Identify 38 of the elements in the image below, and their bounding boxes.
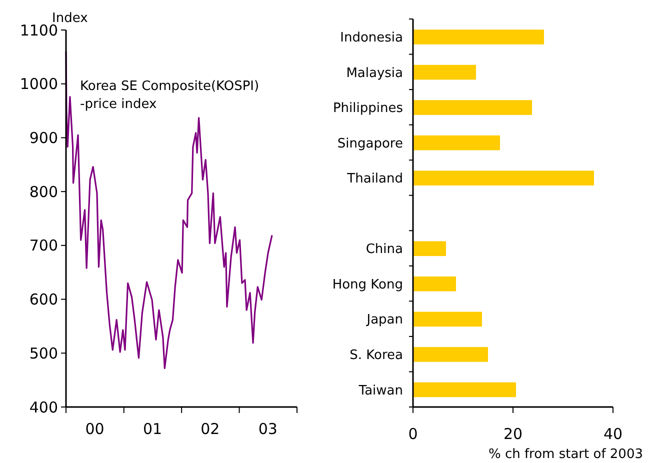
- y-tick-label: Hong Kong: [332, 277, 403, 292]
- bar: [413, 312, 482, 327]
- bar: [413, 100, 532, 115]
- y-tick-label: 600: [29, 290, 58, 309]
- annotation: Korea SE Composite(KOSPI) -price index: [80, 79, 260, 112]
- y-tick-label: 800: [29, 182, 58, 201]
- x-tick-label: 40: [603, 425, 623, 443]
- y-tick-label: Malaysia: [346, 66, 403, 81]
- y-tick-label: 900: [29, 128, 58, 147]
- y-tick-label: 1000: [20, 75, 58, 94]
- x-tick-label: 01: [142, 420, 162, 438]
- bar: [413, 135, 500, 150]
- x-tick-label: 03: [258, 420, 278, 438]
- y-tick-label: 400: [29, 398, 58, 416]
- bar: [413, 241, 446, 256]
- y-tick-label: Philippines: [332, 101, 404, 116]
- y-tick-label: Taiwan: [358, 383, 403, 398]
- x-tick-label: 0: [408, 425, 418, 443]
- y-tick-label: 500: [29, 344, 58, 362]
- y-tick-label: Japan: [366, 312, 403, 328]
- x-tick-label: 02: [200, 420, 220, 438]
- y-tick-label: China: [366, 242, 403, 258]
- bar: [413, 64, 476, 80]
- y-tick-label: Singapore: [337, 136, 403, 152]
- x-tick-label: 20: [503, 425, 523, 443]
- bar: [413, 276, 456, 292]
- bar: [413, 347, 488, 362]
- y-tick-label: S. Korea: [350, 348, 403, 363]
- y-tick-label: 1100: [20, 21, 58, 40]
- x-axis-title: % ch from start of 2003: [488, 447, 643, 462]
- y-tick-label: Indonesia: [340, 30, 403, 46]
- bar: [413, 382, 516, 398]
- y-tick-label: 700: [29, 236, 58, 255]
- line-series: [65, 50, 273, 370]
- bar: [413, 30, 544, 44]
- x-tick-label: 00: [85, 420, 104, 438]
- y-tick-label: Thailand: [346, 172, 403, 187]
- bar: [413, 170, 594, 186]
